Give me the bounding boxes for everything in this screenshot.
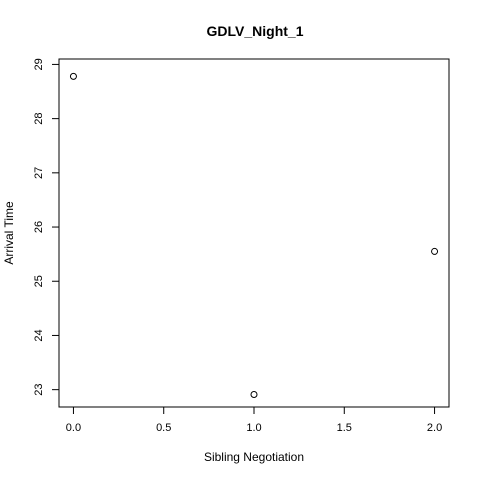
x-axis-ticks: 0.0 0.5 1.0 1.5 2.0: [66, 407, 442, 434]
data-point: [250, 391, 258, 399]
y-tick-label: 27: [33, 167, 45, 179]
data-point: [69, 72, 77, 80]
x-axis-label: Sibling Negotiation: [204, 450, 304, 464]
plot-frame: [58, 58, 450, 408]
data-points: [69, 72, 439, 399]
x-tick-label: 1.5: [337, 422, 352, 434]
y-axis-label: Arrival Time: [2, 201, 16, 265]
x-tick-label: 1.0: [246, 422, 261, 434]
y-tick-label: 23: [33, 384, 45, 396]
x-tick-label: 0.5: [156, 422, 171, 434]
data-point: [431, 247, 439, 255]
y-tick-label: 29: [33, 58, 45, 70]
chart-title: GDLV_Night_1: [207, 23, 304, 39]
y-axis-ticks: 23 24 25 26 27 28 29: [33, 58, 59, 396]
x-tick-label: 0.0: [66, 422, 81, 434]
y-tick-label: 26: [33, 221, 45, 233]
y-tick-label: 24: [33, 329, 45, 341]
y-tick-label: 28: [33, 113, 45, 125]
x-tick-label: 2.0: [427, 422, 442, 434]
y-tick-label: 25: [33, 275, 45, 287]
